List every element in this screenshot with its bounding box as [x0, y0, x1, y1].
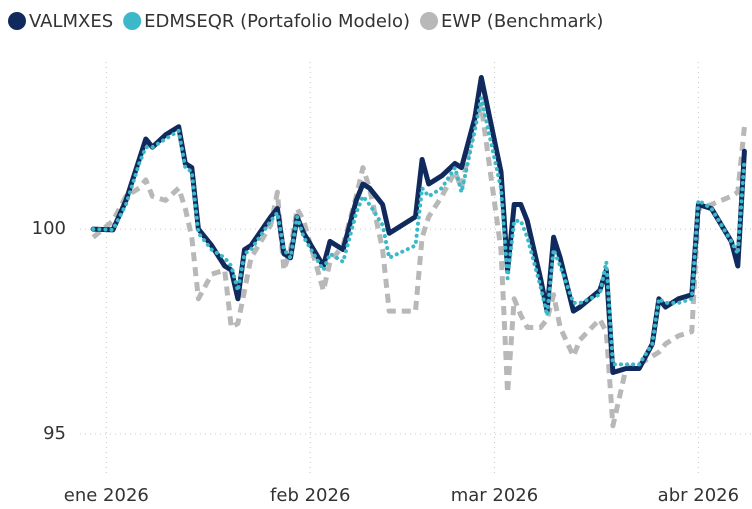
series-line — [91, 96, 747, 367]
legend-label: EDMSEQR (Portafolio Modelo) — [144, 11, 410, 32]
series-line — [90, 75, 747, 375]
y-tick-label: 100 — [32, 218, 66, 239]
legend-marker — [123, 12, 142, 30]
x-tick-label: mar 2026 — [451, 485, 539, 506]
y-tick-label: 95 — [43, 423, 66, 444]
x-tick-label: ene 2026 — [64, 485, 149, 506]
legend-marker — [420, 12, 439, 30]
x-tick-label: feb 2026 — [270, 485, 350, 506]
x-tick-label: abr 2026 — [658, 485, 739, 506]
series-line — [91, 103, 747, 429]
legend-label: VALMXES — [29, 11, 113, 32]
legend-label: EWP (Benchmark) — [441, 11, 603, 32]
legend-marker — [8, 12, 26, 30]
